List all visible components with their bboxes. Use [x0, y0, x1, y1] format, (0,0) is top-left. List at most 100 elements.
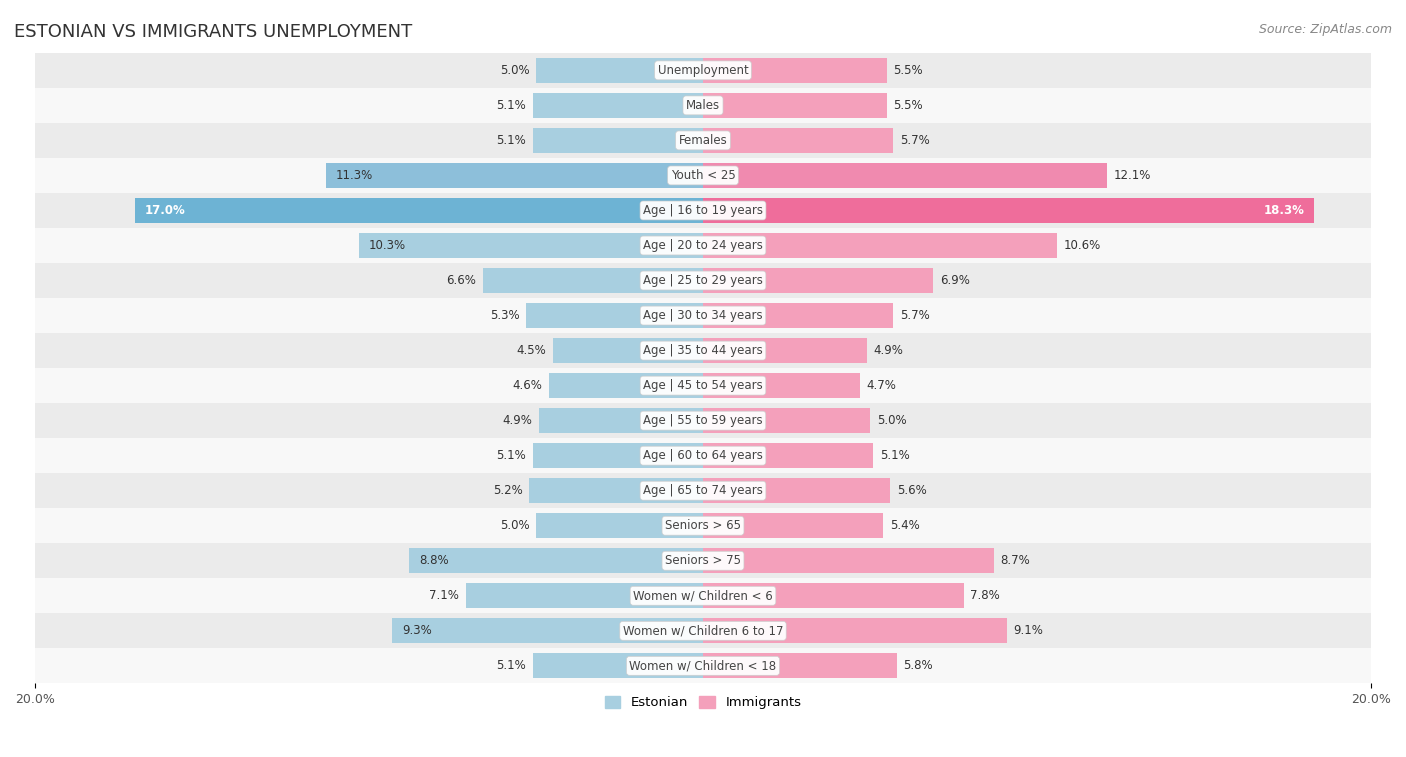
Bar: [550, 373, 703, 398]
Text: Age | 35 to 44 years: Age | 35 to 44 years: [643, 344, 763, 357]
Text: Age | 16 to 19 years: Age | 16 to 19 years: [643, 204, 763, 217]
Bar: [35, 298, 1371, 333]
Text: 12.1%: 12.1%: [1114, 169, 1152, 182]
Bar: [326, 163, 703, 188]
Bar: [35, 333, 1371, 368]
Bar: [465, 583, 703, 609]
Bar: [703, 478, 890, 503]
Bar: [703, 513, 883, 538]
Bar: [529, 478, 703, 503]
Bar: [703, 548, 994, 573]
Text: 5.6%: 5.6%: [897, 484, 927, 497]
Text: Age | 60 to 64 years: Age | 60 to 64 years: [643, 449, 763, 463]
Bar: [536, 58, 703, 83]
Text: 4.7%: 4.7%: [866, 379, 897, 392]
Bar: [35, 648, 1371, 684]
Bar: [35, 578, 1371, 613]
Bar: [703, 373, 860, 398]
Bar: [703, 583, 963, 609]
Legend: Estonian, Immigrants: Estonian, Immigrants: [599, 690, 807, 715]
Bar: [703, 268, 934, 293]
Bar: [703, 198, 1315, 223]
Text: 17.0%: 17.0%: [145, 204, 186, 217]
Bar: [703, 618, 1007, 643]
Text: 5.5%: 5.5%: [893, 99, 922, 112]
Text: 10.6%: 10.6%: [1064, 239, 1101, 252]
Text: 5.1%: 5.1%: [496, 659, 526, 672]
Text: 5.5%: 5.5%: [893, 64, 922, 77]
Bar: [35, 228, 1371, 263]
Text: Women w/ Children < 18: Women w/ Children < 18: [630, 659, 776, 672]
Text: 7.8%: 7.8%: [970, 589, 1000, 603]
Bar: [703, 128, 893, 153]
Bar: [703, 163, 1107, 188]
Bar: [553, 338, 703, 363]
Text: Males: Males: [686, 99, 720, 112]
Text: 5.7%: 5.7%: [900, 134, 929, 147]
Bar: [35, 53, 1371, 88]
Text: 5.1%: 5.1%: [496, 134, 526, 147]
Text: 10.3%: 10.3%: [368, 239, 406, 252]
Bar: [35, 368, 1371, 403]
Text: Females: Females: [679, 134, 727, 147]
Bar: [35, 263, 1371, 298]
Bar: [536, 513, 703, 538]
Text: Unemployment: Unemployment: [658, 64, 748, 77]
Text: 4.9%: 4.9%: [503, 414, 533, 427]
Text: 5.3%: 5.3%: [489, 309, 519, 322]
Text: 5.0%: 5.0%: [877, 414, 907, 427]
Text: 5.4%: 5.4%: [890, 519, 920, 532]
Bar: [703, 443, 873, 469]
Bar: [35, 473, 1371, 508]
Text: 5.1%: 5.1%: [496, 449, 526, 463]
Text: ESTONIAN VS IMMIGRANTS UNEMPLOYMENT: ESTONIAN VS IMMIGRANTS UNEMPLOYMENT: [14, 23, 412, 41]
Bar: [135, 198, 703, 223]
Bar: [703, 303, 893, 329]
Text: Age | 45 to 54 years: Age | 45 to 54 years: [643, 379, 763, 392]
Bar: [35, 123, 1371, 158]
Text: 4.6%: 4.6%: [513, 379, 543, 392]
Bar: [392, 618, 703, 643]
Bar: [703, 408, 870, 433]
Bar: [533, 93, 703, 118]
Bar: [35, 613, 1371, 648]
Bar: [35, 193, 1371, 228]
Text: Age | 20 to 24 years: Age | 20 to 24 years: [643, 239, 763, 252]
Text: 8.8%: 8.8%: [419, 554, 449, 567]
Bar: [703, 233, 1057, 258]
Text: 9.3%: 9.3%: [402, 625, 432, 637]
Text: 4.5%: 4.5%: [516, 344, 546, 357]
Bar: [533, 128, 703, 153]
Bar: [526, 303, 703, 329]
Text: 4.9%: 4.9%: [873, 344, 903, 357]
Text: Age | 30 to 34 years: Age | 30 to 34 years: [643, 309, 763, 322]
Bar: [703, 653, 897, 678]
Text: Youth < 25: Youth < 25: [671, 169, 735, 182]
Bar: [703, 338, 866, 363]
Bar: [359, 233, 703, 258]
Text: 9.1%: 9.1%: [1014, 625, 1043, 637]
Bar: [409, 548, 703, 573]
Bar: [703, 93, 887, 118]
Bar: [533, 443, 703, 469]
Text: Source: ZipAtlas.com: Source: ZipAtlas.com: [1258, 23, 1392, 36]
Text: 5.2%: 5.2%: [494, 484, 523, 497]
Text: Women w/ Children 6 to 17: Women w/ Children 6 to 17: [623, 625, 783, 637]
Text: 8.7%: 8.7%: [1000, 554, 1031, 567]
Bar: [35, 508, 1371, 544]
Text: 5.1%: 5.1%: [880, 449, 910, 463]
Text: 5.1%: 5.1%: [496, 99, 526, 112]
Text: 18.3%: 18.3%: [1264, 204, 1305, 217]
Bar: [35, 403, 1371, 438]
Text: Seniors > 75: Seniors > 75: [665, 554, 741, 567]
Text: Age | 25 to 29 years: Age | 25 to 29 years: [643, 274, 763, 287]
Bar: [540, 408, 703, 433]
Bar: [482, 268, 703, 293]
Text: Seniors > 65: Seniors > 65: [665, 519, 741, 532]
Text: 5.8%: 5.8%: [904, 659, 934, 672]
Text: Women w/ Children < 6: Women w/ Children < 6: [633, 589, 773, 603]
Text: Age | 65 to 74 years: Age | 65 to 74 years: [643, 484, 763, 497]
Text: 5.0%: 5.0%: [499, 519, 529, 532]
Text: 6.6%: 6.6%: [446, 274, 475, 287]
Text: Age | 55 to 59 years: Age | 55 to 59 years: [643, 414, 763, 427]
